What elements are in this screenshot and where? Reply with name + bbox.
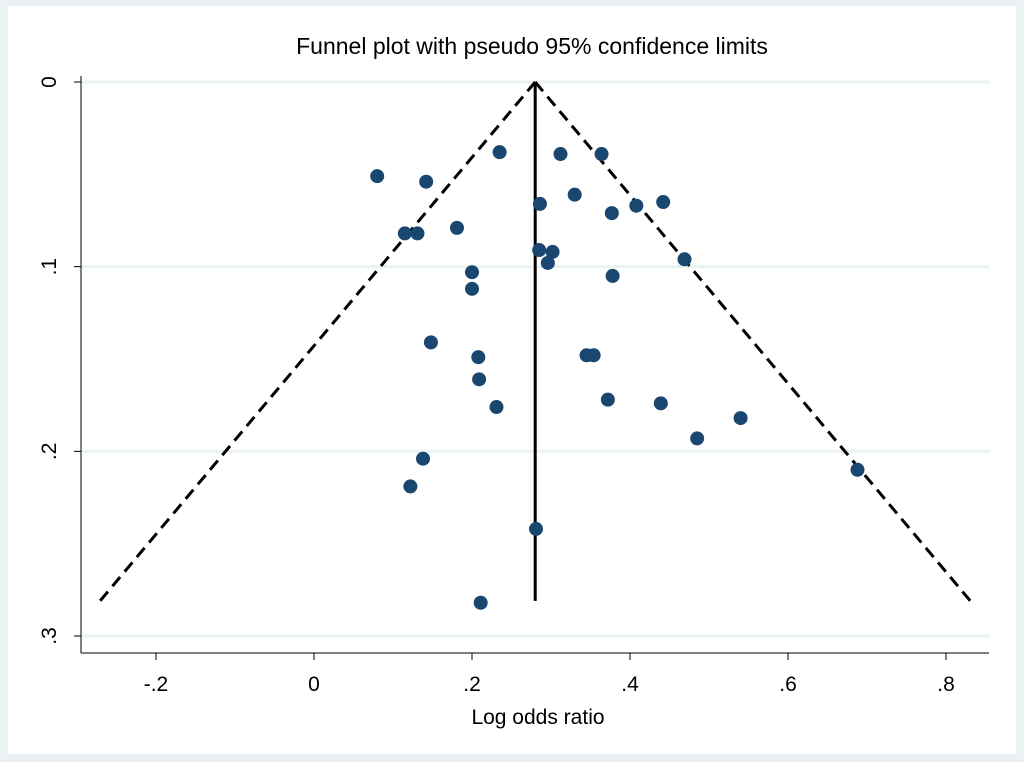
x-tick-label-1: 0 (308, 673, 320, 696)
data-point-29 (733, 411, 748, 426)
x-axis-title: Log odds ratio (471, 706, 604, 729)
x-tick-label-5: .8 (937, 673, 955, 696)
data-point-4 (553, 147, 568, 162)
data-point-25 (472, 372, 487, 387)
data-point-1 (370, 169, 385, 184)
x-tick-label-0: -.2 (144, 673, 169, 696)
y-tick-label-3: .3 (38, 627, 61, 645)
data-point-21 (423, 335, 438, 350)
data-point-32 (850, 462, 865, 477)
data-point-28 (653, 396, 668, 411)
data-point-20 (465, 281, 479, 296)
x-tick-label-3: .4 (621, 673, 639, 696)
confidence-funnel (98, 81, 972, 602)
axes: 0 .1 .2 .3 -.2 0 .2 .4 .6 .8 (38, 76, 989, 696)
data-point-3 (492, 145, 507, 160)
data-point-9 (629, 198, 644, 213)
data-point-26 (489, 400, 504, 415)
y-tick-label-1: .1 (38, 258, 61, 276)
plot-panel: Funnel plot with pseudo 95% confidence l… (8, 6, 1016, 754)
data-point-13 (449, 220, 464, 235)
data-point-35 (473, 595, 488, 610)
study-points (370, 145, 865, 610)
data-point-15 (545, 244, 560, 259)
chart-title: Funnel plot with pseudo 95% confidence l… (296, 33, 768, 59)
data-point-6 (567, 187, 582, 202)
data-point-11 (397, 226, 412, 241)
data-point-30 (690, 431, 705, 446)
x-tick-label-4: .6 (779, 673, 797, 696)
y-tick-label-2: .2 (38, 443, 61, 461)
data-point-5 (594, 147, 609, 162)
data-point-19 (605, 268, 620, 283)
data-point-8 (604, 206, 619, 221)
data-point-14 (532, 243, 547, 258)
data-point-12 (410, 226, 425, 241)
data-point-34 (528, 521, 543, 536)
y-tick-label-0: 0 (38, 76, 61, 88)
data-point-24 (586, 348, 601, 363)
data-point-31 (416, 451, 431, 466)
lower-confidence-limit (98, 81, 537, 602)
data-point-18 (465, 265, 479, 280)
x-tick-label-2: .2 (463, 673, 481, 696)
funnel-plot: Funnel plot with pseudo 95% confidence l… (38, 33, 989, 729)
data-point-17 (677, 252, 692, 267)
data-point-2 (419, 174, 434, 189)
data-point-27 (600, 392, 615, 407)
data-point-7 (532, 196, 547, 211)
data-point-22 (471, 350, 486, 365)
data-point-16 (540, 255, 555, 270)
data-point-10 (656, 195, 671, 210)
data-point-33 (403, 479, 418, 494)
